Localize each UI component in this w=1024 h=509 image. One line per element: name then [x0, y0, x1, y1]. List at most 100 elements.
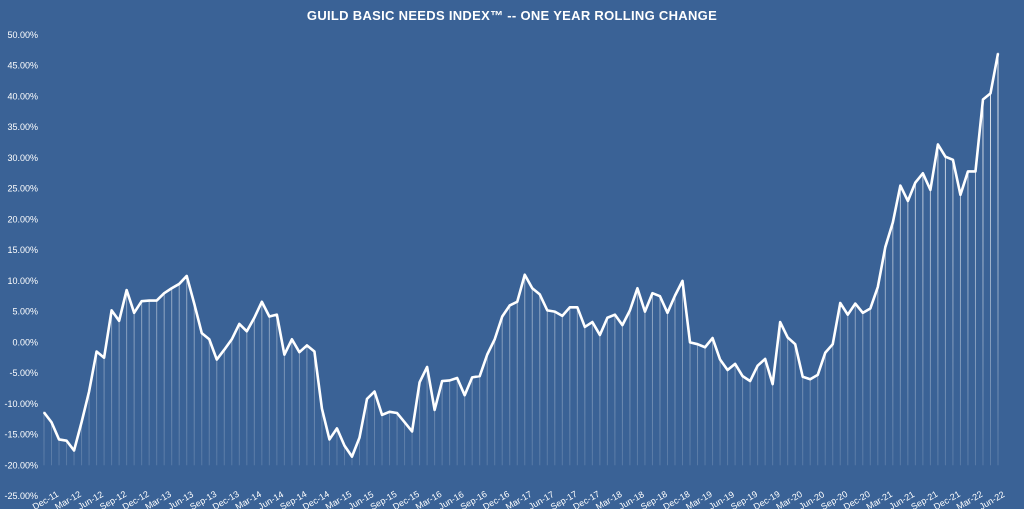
y-tick-label: 20.00%: [7, 214, 38, 224]
data-point: [674, 294, 676, 297]
data-point: [516, 300, 519, 303]
y-tick-label: 40.00%: [7, 91, 38, 101]
data-point: [388, 410, 391, 413]
data-point: [929, 189, 932, 191]
y-tick-label: -20.00%: [4, 460, 38, 470]
data-point: [846, 313, 849, 316]
x-tick-label: Jun-22: [978, 489, 1007, 509]
data-point: [831, 343, 834, 345]
y-tick-label: 45.00%: [7, 61, 38, 71]
data-point: [88, 390, 90, 393]
data-point: [471, 376, 473, 379]
data-point: [786, 336, 789, 339]
data-point: [366, 398, 368, 400]
y-axis-tick-labels: -25.00% -20.00% -15.00% -10.00% -5.00% 0.00% 5…: [4, 30, 38, 501]
data-point: [283, 353, 286, 356]
y-tick-label: 50.00%: [7, 30, 38, 40]
data-point: [854, 302, 857, 305]
y-tick-label: 25.00%: [7, 184, 38, 194]
y-tick-label: -10.00%: [4, 399, 38, 409]
data-point: [125, 289, 128, 291]
data-point: [426, 366, 428, 368]
data-point: [343, 444, 346, 447]
data-point: [155, 299, 158, 302]
data-point: [967, 170, 969, 173]
data-point: [215, 358, 218, 361]
data-point: [261, 300, 263, 303]
series-group: [42, 52, 1000, 458]
y-tick-label: -5.00%: [9, 368, 38, 378]
y-tick-label: -25.00%: [4, 491, 38, 501]
data-point: [629, 309, 631, 312]
data-point: [373, 390, 376, 393]
data-point: [223, 348, 226, 351]
data-point: [118, 320, 120, 322]
data-point: [636, 287, 639, 290]
data-point: [43, 411, 45, 414]
data-point: [336, 427, 338, 430]
data-point: [448, 379, 451, 382]
data-point: [771, 383, 774, 385]
data-point: [208, 338, 211, 341]
data-point: [140, 300, 143, 302]
data-point: [614, 313, 616, 316]
data-point: [621, 324, 624, 326]
data-point: [501, 315, 504, 318]
data-point: [794, 343, 796, 345]
y-tick-label: 0.00%: [12, 337, 38, 347]
data-point: [861, 312, 864, 314]
y-tick-label: 15.00%: [7, 245, 38, 255]
data-point: [869, 307, 872, 310]
data-point: [644, 310, 646, 313]
data-point: [816, 374, 819, 376]
data-point: [418, 381, 421, 384]
y-tick-label: -15.00%: [4, 430, 38, 440]
data-point: [178, 283, 181, 285]
data-point: [276, 313, 278, 316]
data-point: [764, 358, 766, 360]
data-point: [463, 394, 466, 396]
data-point: [493, 338, 496, 341]
data-point: [907, 200, 909, 202]
data-point: [246, 330, 248, 333]
data-point: [65, 439, 68, 442]
data-point: [584, 326, 586, 328]
y-tick-label: 30.00%: [7, 153, 38, 163]
data-point: [892, 221, 894, 224]
data-point: [523, 273, 526, 276]
data-point: [411, 430, 413, 433]
data-point: [133, 312, 135, 314]
data-point: [922, 172, 924, 175]
data-point: [734, 363, 736, 365]
data-point: [73, 449, 75, 452]
data-point: [606, 316, 609, 319]
y-tick-label: 5.00%: [12, 307, 38, 317]
data-point: [884, 246, 887, 248]
data-point: [381, 414, 383, 416]
data-point: [877, 286, 879, 288]
data-point: [298, 351, 301, 353]
data-point: [148, 299, 150, 302]
data-point: [554, 310, 556, 313]
data-point: [230, 338, 233, 341]
data-point: [561, 315, 564, 317]
data-point: [576, 306, 579, 309]
data-point: [163, 292, 165, 294]
data-point: [95, 350, 98, 353]
data-point: [719, 358, 721, 361]
data-point: [741, 375, 744, 377]
data-point: [253, 316, 256, 319]
data-point: [441, 380, 443, 382]
data-point: [58, 438, 60, 441]
chart-title: GUILD BASIC NEEDS INDEX™ -- ONE YEAR ROL…: [307, 8, 717, 23]
data-point: [508, 304, 511, 307]
data-point: [538, 293, 541, 296]
data-point: [170, 287, 173, 290]
data-point: [80, 421, 83, 424]
data-point: [944, 155, 947, 158]
x-axis-tick-labels: Dec-11Mar-12Jun-12Sep-12Dec-12Mar-13Jun-…: [31, 489, 1007, 509]
data-point: [839, 302, 842, 304]
data-point: [50, 421, 53, 424]
data-point: [997, 52, 999, 55]
